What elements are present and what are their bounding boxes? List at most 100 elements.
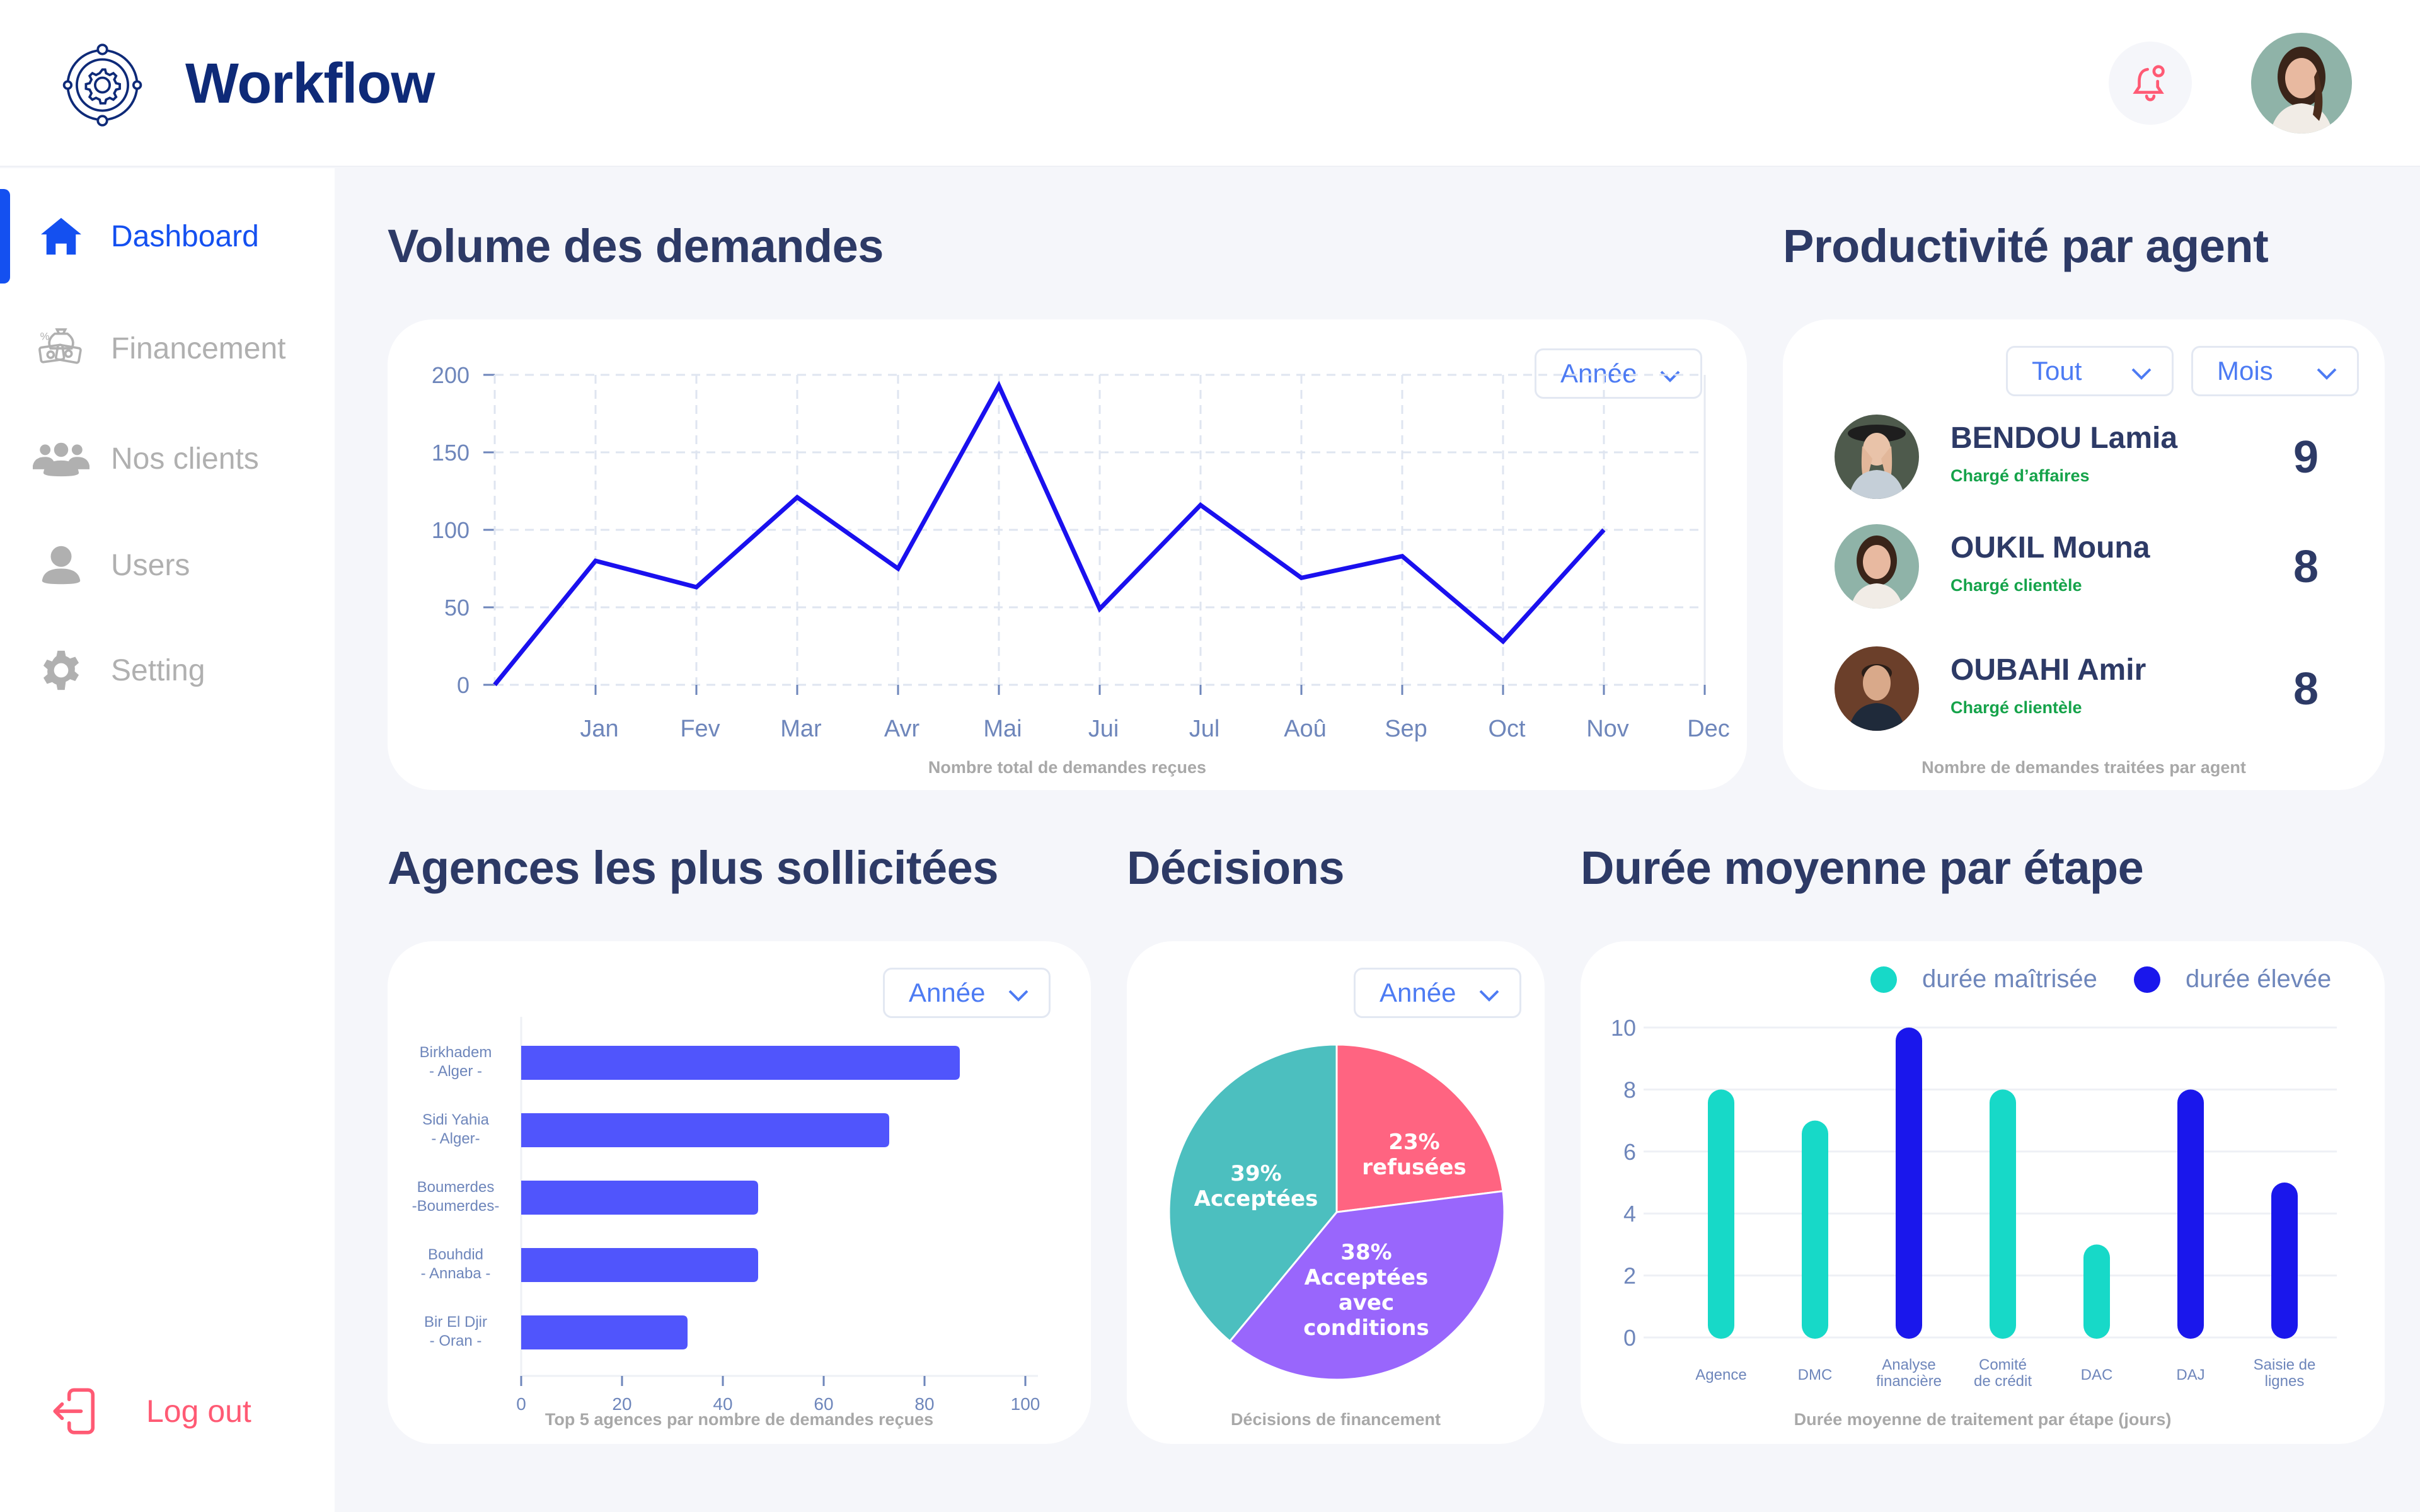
active-indicator	[0, 189, 10, 284]
step-bar[interactable]	[1802, 1120, 1828, 1339]
sidebar: Dashboard % Financement Nos clients	[0, 168, 335, 1512]
sidebar-item-financement[interactable]: % Financement	[0, 301, 335, 396]
agency-bar[interactable]	[521, 1046, 960, 1080]
decisions-pie-chart: 23%refusées38%Acceptéesavecconditions39%…	[1168, 1043, 1506, 1381]
x-tick-label: Oct	[1488, 716, 1526, 742]
x-tick-label: Avr	[884, 716, 920, 742]
agent-row[interactable]: OUBAHI Amir Chargé clientèle 8	[1783, 635, 2385, 736]
agent-count: 9	[2293, 432, 2319, 483]
productivity-caption: Nombre de demandes traitées par agent	[1922, 758, 2246, 777]
volume-card: Année 0 50 100 150 200 Jan Fev Mar Avr Mai Jui Jul A…	[388, 319, 1747, 790]
step-bar[interactable]	[2271, 1183, 2298, 1339]
agent-row[interactable]: BENDOU Lamia Chargé d’affaires 9	[1783, 403, 2385, 504]
dropdown-value: Année	[1560, 358, 1637, 388]
chevron-down-icon	[2131, 368, 2152, 380]
dropdown-value: Année	[909, 978, 986, 1007]
notification-button[interactable]	[2109, 42, 2192, 125]
y-tick-label: 100	[432, 517, 470, 543]
pie-label: Acceptées	[1194, 1186, 1318, 1211]
agent-avatar	[1835, 415, 1919, 499]
duree-title: Durée moyenne par étape	[1581, 842, 2144, 894]
dropdown-value: Mois	[2217, 356, 2273, 386]
agency-label: Sidi Yahia	[422, 1111, 490, 1128]
sidebar-item-label: Setting	[111, 653, 205, 687]
step-label: DAJ	[2176, 1366, 2204, 1383]
x-tick-label: Fev	[680, 716, 720, 742]
agences-title: Agences les plus sollicitées	[388, 842, 999, 894]
volume-line-chart: 0 50 100 150 200 Jan Fev Mar Avr Mai Jui Jul Aoû Sep O…	[432, 362, 1730, 742]
agency-bar[interactable]	[521, 1181, 758, 1215]
agent-avatar	[1835, 646, 1919, 731]
legend-dot	[1870, 966, 1897, 993]
sidebar-item-label: Nos clients	[111, 442, 259, 476]
sidebar-item-setting[interactable]: Setting	[0, 623, 335, 718]
pie-label: conditions	[1303, 1315, 1429, 1341]
agency-label: - Oran -	[430, 1332, 482, 1349]
x-tick-label: 20	[612, 1394, 631, 1414]
step-bar[interactable]	[1708, 1089, 1734, 1339]
decisions-period-dropdown[interactable]: Année	[1354, 968, 1521, 1018]
sidebar-item-nos-clients[interactable]: Nos clients	[0, 411, 335, 506]
step-bar[interactable]	[2177, 1089, 2204, 1339]
pie-slice[interactable]	[1335, 1043, 1504, 1213]
user-avatar-image	[2251, 33, 2352, 134]
x-tick-label: Jui	[1088, 716, 1119, 742]
legend-label: durée maîtrisée	[1922, 965, 2097, 993]
chevron-down-icon	[1479, 990, 1499, 1002]
x-tick-label: Nov	[1586, 716, 1629, 742]
step-label: DMC	[1798, 1366, 1833, 1383]
agent-name: BENDOU Lamia	[1950, 421, 2178, 455]
x-tick-label: 40	[713, 1394, 732, 1414]
agency-bar[interactable]	[521, 1248, 758, 1282]
step-bar[interactable]	[2083, 1244, 2110, 1339]
bell-icon	[2133, 65, 2165, 101]
agent-row[interactable]: OUKIL Mouna Chargé clientèle 8	[1783, 513, 2385, 614]
agent-name: OUKIL Mouna	[1950, 531, 2150, 564]
x-tick-label: 80	[914, 1394, 934, 1414]
agences-period-dropdown[interactable]: Année	[883, 968, 1051, 1018]
pie-label: refusées	[1362, 1155, 1466, 1180]
agency-label: - Alger -	[429, 1063, 482, 1080]
logout-button[interactable]: Log out	[44, 1373, 296, 1449]
y-tick-label: 50	[444, 595, 470, 621]
legend-label: durée élevée	[2186, 965, 2332, 993]
user-icon	[33, 537, 89, 593]
agent-role: Chargé clientèle	[1950, 576, 2082, 595]
decisions-title: Décisions	[1127, 842, 1345, 894]
user-avatar[interactable]	[2251, 33, 2352, 134]
decisions-caption: Décisions de financement	[1230, 1410, 1441, 1429]
chevron-down-icon	[2317, 368, 2337, 380]
pie-slice[interactable]	[1168, 1043, 1338, 1343]
y-tick-label: 0	[457, 672, 470, 698]
agency-label: - Annaba -	[421, 1265, 491, 1282]
logout-label: Log out	[146, 1394, 251, 1429]
agent-role: Chargé d’affaires	[1950, 466, 2090, 485]
step-bar[interactable]	[1896, 1028, 1922, 1339]
y-tick-label: 0	[1623, 1325, 1636, 1351]
agency-bar[interactable]	[521, 1113, 889, 1147]
step-bar[interactable]	[1990, 1089, 2016, 1339]
sidebar-item-dashboard[interactable]: Dashboard	[0, 189, 335, 284]
agency-bar[interactable]	[521, 1315, 688, 1349]
agency-label: Bir El Djir	[424, 1314, 487, 1331]
brand-name: Workflow	[185, 52, 435, 115]
agent-period-dropdown[interactable]: Mois	[2191, 346, 2359, 396]
x-tick-label: Sep	[1385, 716, 1427, 742]
step-label: Comité	[1979, 1356, 2027, 1373]
pie-label: avec	[1339, 1290, 1394, 1315]
group-icon	[33, 430, 89, 487]
sidebar-item-users[interactable]: Users	[0, 518, 335, 612]
workflow-logo-icon	[62, 43, 142, 127]
step-label: de crédit	[1974, 1373, 2032, 1390]
sidebar-item-label: Financement	[111, 331, 286, 365]
agent-scope-dropdown[interactable]: Tout	[2006, 346, 2174, 396]
agent-avatar	[1835, 524, 1919, 609]
y-tick-label: 8	[1623, 1077, 1636, 1102]
x-tick-label: Aoû	[1284, 716, 1327, 742]
y-tick-label: 150	[432, 440, 470, 466]
agency-label: Birkhadem	[420, 1044, 492, 1061]
legend-item-elevee: durée élevée	[2134, 965, 2331, 994]
pie-slice[interactable]	[1228, 1189, 1506, 1381]
home-icon	[33, 208, 89, 265]
volume-period-dropdown[interactable]: Année	[1535, 348, 1702, 399]
